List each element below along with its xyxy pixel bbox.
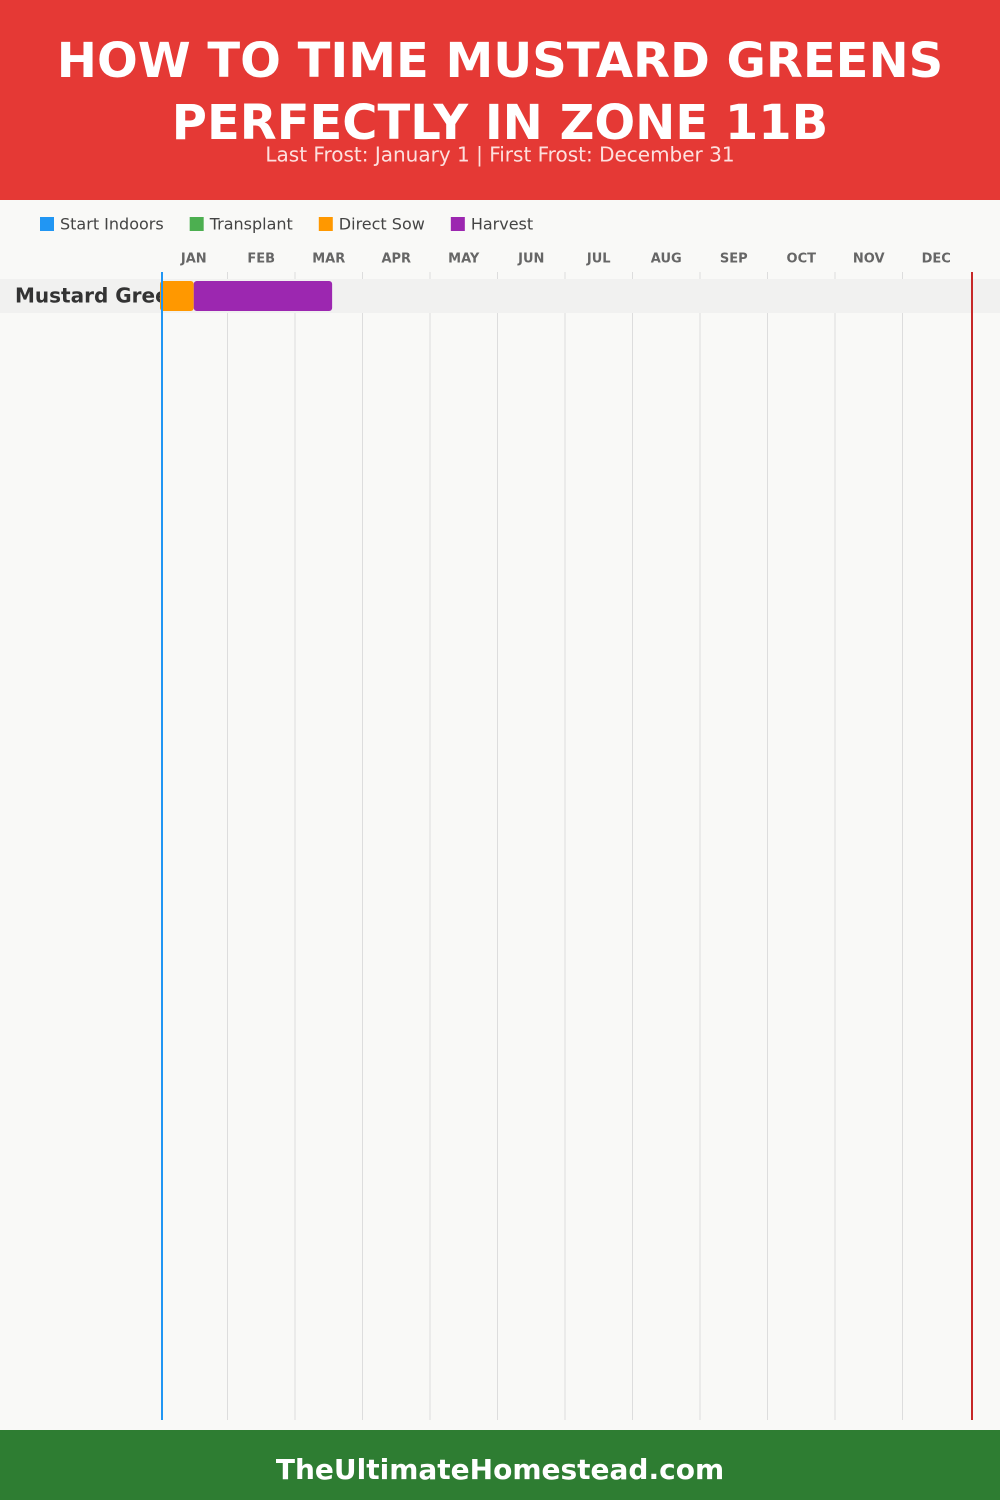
x-tick-label: MAR: [312, 252, 345, 267]
legend-label: Transplant: [209, 215, 293, 234]
task-bar: [193, 281, 333, 311]
row-label: Mustard Greens: [15, 284, 195, 308]
task-bar: [160, 281, 194, 311]
x-tick-label: MAY: [448, 252, 480, 267]
legend-swatch: [189, 217, 204, 231]
x-tick-label: DEC: [922, 252, 951, 267]
row-label-group: Mustard Greens: [15, 284, 195, 308]
x-tick-label: APR: [381, 252, 411, 267]
title-line: HOW TO TIME MUSTARD GREENS: [57, 33, 943, 89]
footer: [0, 1430, 1000, 1500]
legend-label: Start Indoors: [60, 215, 164, 234]
legend-label: Direct Sow: [339, 215, 425, 234]
x-tick-label: OCT: [787, 252, 817, 267]
x-tick-label: NOV: [853, 252, 885, 267]
footer-text: TheUltimateHomestead.com: [276, 1453, 724, 1486]
x-tick-label: JUN: [517, 252, 544, 267]
header: [0, 0, 1000, 200]
legend-swatch: [40, 217, 54, 231]
title-line: PERFECTLY IN ZONE 11B: [172, 95, 828, 151]
legend-swatch: [450, 217, 465, 231]
x-tick-label: SEP: [720, 252, 748, 267]
x-tick-label: JUL: [586, 252, 611, 267]
subtitle: Last Frost: January 1 | First Frost: Dec…: [265, 143, 734, 167]
legend-swatch: [318, 217, 333, 231]
legend-label: Harvest: [471, 215, 533, 234]
x-tick-label: AUG: [651, 252, 682, 267]
x-tick-label: FEB: [247, 252, 275, 267]
x-tick-label: JAN: [180, 252, 207, 267]
